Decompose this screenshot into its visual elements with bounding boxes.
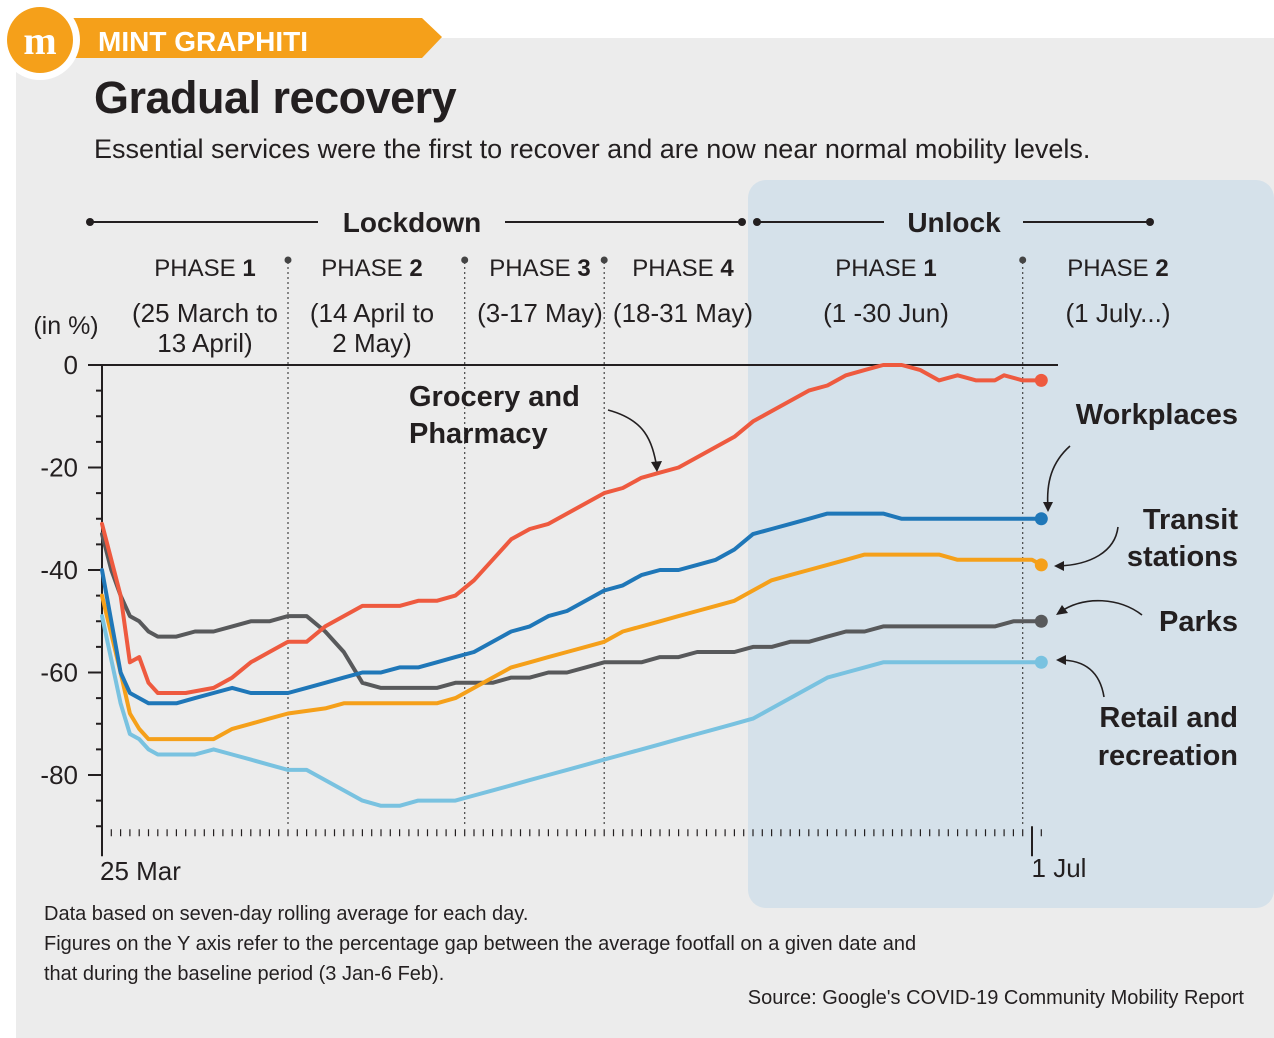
phase-label: PHASE 1 xyxy=(154,255,255,282)
x-tick-label-start: 25 Mar xyxy=(100,856,181,886)
brand-name: MINT GRAPHITI xyxy=(98,26,308,57)
phase-label: PHASE 1 xyxy=(835,255,936,282)
series-endpoint-transit xyxy=(1034,558,1048,572)
series-label-workplaces: Workplaces xyxy=(1076,399,1238,431)
y-tick-label: -60 xyxy=(40,658,78,688)
chart-subtitle: Essential services were the first to rec… xyxy=(94,134,1091,164)
brand-logo xyxy=(7,7,73,73)
series-line-workplaces xyxy=(100,511,1044,706)
phase-boundary-dot xyxy=(600,256,608,264)
phase-date-range: (18-31 May) xyxy=(613,298,753,328)
phase-date-range: 13 April) xyxy=(157,328,252,358)
parks-pointer-arrow xyxy=(1059,599,1143,616)
lockdown-label: Lockdown xyxy=(343,207,481,238)
series-label-parks: Parks xyxy=(1159,606,1238,638)
y-tick-label: -80 xyxy=(40,760,78,790)
y-axis-label: (in %) xyxy=(33,312,98,340)
brand-banner xyxy=(68,18,442,58)
retail-pointer-arrow xyxy=(1059,659,1105,698)
series-label-grocery-line2: Pharmacy xyxy=(409,418,548,450)
y-tick-label: -40 xyxy=(40,555,78,585)
workplaces-pointer-head xyxy=(1043,502,1053,512)
workplaces-pointer-arrow xyxy=(1046,445,1071,509)
series-label-transit-line2: stations xyxy=(1127,541,1238,573)
series-label-retail-line1: Retail and xyxy=(1099,702,1238,734)
series-endpoint-grocery xyxy=(1034,373,1048,387)
source-note: Source: Google's COVID-19 Community Mobi… xyxy=(747,987,1244,1009)
phase-date-range: (25 March to xyxy=(132,298,278,328)
period-bar-dot xyxy=(738,218,746,226)
period-bar-dot xyxy=(753,218,761,226)
phase-boundary-dot xyxy=(461,256,469,264)
retail-pointer-head xyxy=(1056,655,1066,665)
parks-pointer-head xyxy=(1056,605,1068,615)
series-label-transit-line1: Transit xyxy=(1143,504,1238,536)
footnote: that during the baseline period (3 Jan-6… xyxy=(44,963,445,985)
series-endpoint-parks xyxy=(1034,614,1048,628)
brand-header: m MINT GRAPHITI xyxy=(0,0,442,80)
phase-label: PHASE 4 xyxy=(632,255,734,282)
phase-label: PHASE 2 xyxy=(321,255,422,282)
unlock-shaded-region xyxy=(748,180,1274,908)
chart-title: Gradual recovery xyxy=(94,72,457,123)
series-line-transit xyxy=(100,552,1044,742)
period-bar-dot xyxy=(86,218,94,226)
series-label-retail-line2: recreation xyxy=(1098,740,1238,772)
footnote: Figures on the Y axis refer to the perce… xyxy=(44,933,917,955)
grocery-pointer-arrow xyxy=(607,409,658,469)
phase-label: PHASE 2 xyxy=(1067,255,1168,282)
series-line-parks xyxy=(100,532,1044,690)
phase-date-range: (14 April to xyxy=(310,298,434,328)
phase-boundary-dot xyxy=(284,256,292,264)
phase-date-range: 2 May) xyxy=(332,328,411,358)
phase-date-range: (1 July...) xyxy=(1066,298,1171,328)
y-tick-label: -20 xyxy=(40,453,78,483)
brand-logo-letter: m xyxy=(23,18,56,63)
transit-pointer-arrow xyxy=(1057,526,1119,567)
series-line-retail xyxy=(100,614,1044,808)
unlock-label: Unlock xyxy=(907,207,1001,238)
y-tick-label: 0 xyxy=(64,350,78,380)
phase-label: PHASE 3 xyxy=(489,255,590,282)
phase-boundary-dot xyxy=(1019,256,1027,264)
series-endpoint-workplaces xyxy=(1034,512,1048,526)
series-line-grocery xyxy=(100,363,1044,695)
grocery-pointer-head xyxy=(651,461,662,472)
series-endpoint-retail xyxy=(1034,655,1048,669)
footnotes: Data based on seven-day rolling average … xyxy=(44,899,916,989)
period-bar-dot xyxy=(1146,218,1154,226)
series-label-grocery-line1: Grocery and xyxy=(409,381,580,413)
phase-date-range: (3-17 May) xyxy=(477,298,603,328)
x-tick-label-end: 1 Jul xyxy=(1032,853,1087,883)
footnote: Data based on seven-day rolling average … xyxy=(44,903,529,925)
phase-date-range: (1 -30 Jun) xyxy=(823,298,949,328)
transit-pointer-head xyxy=(1054,561,1064,571)
